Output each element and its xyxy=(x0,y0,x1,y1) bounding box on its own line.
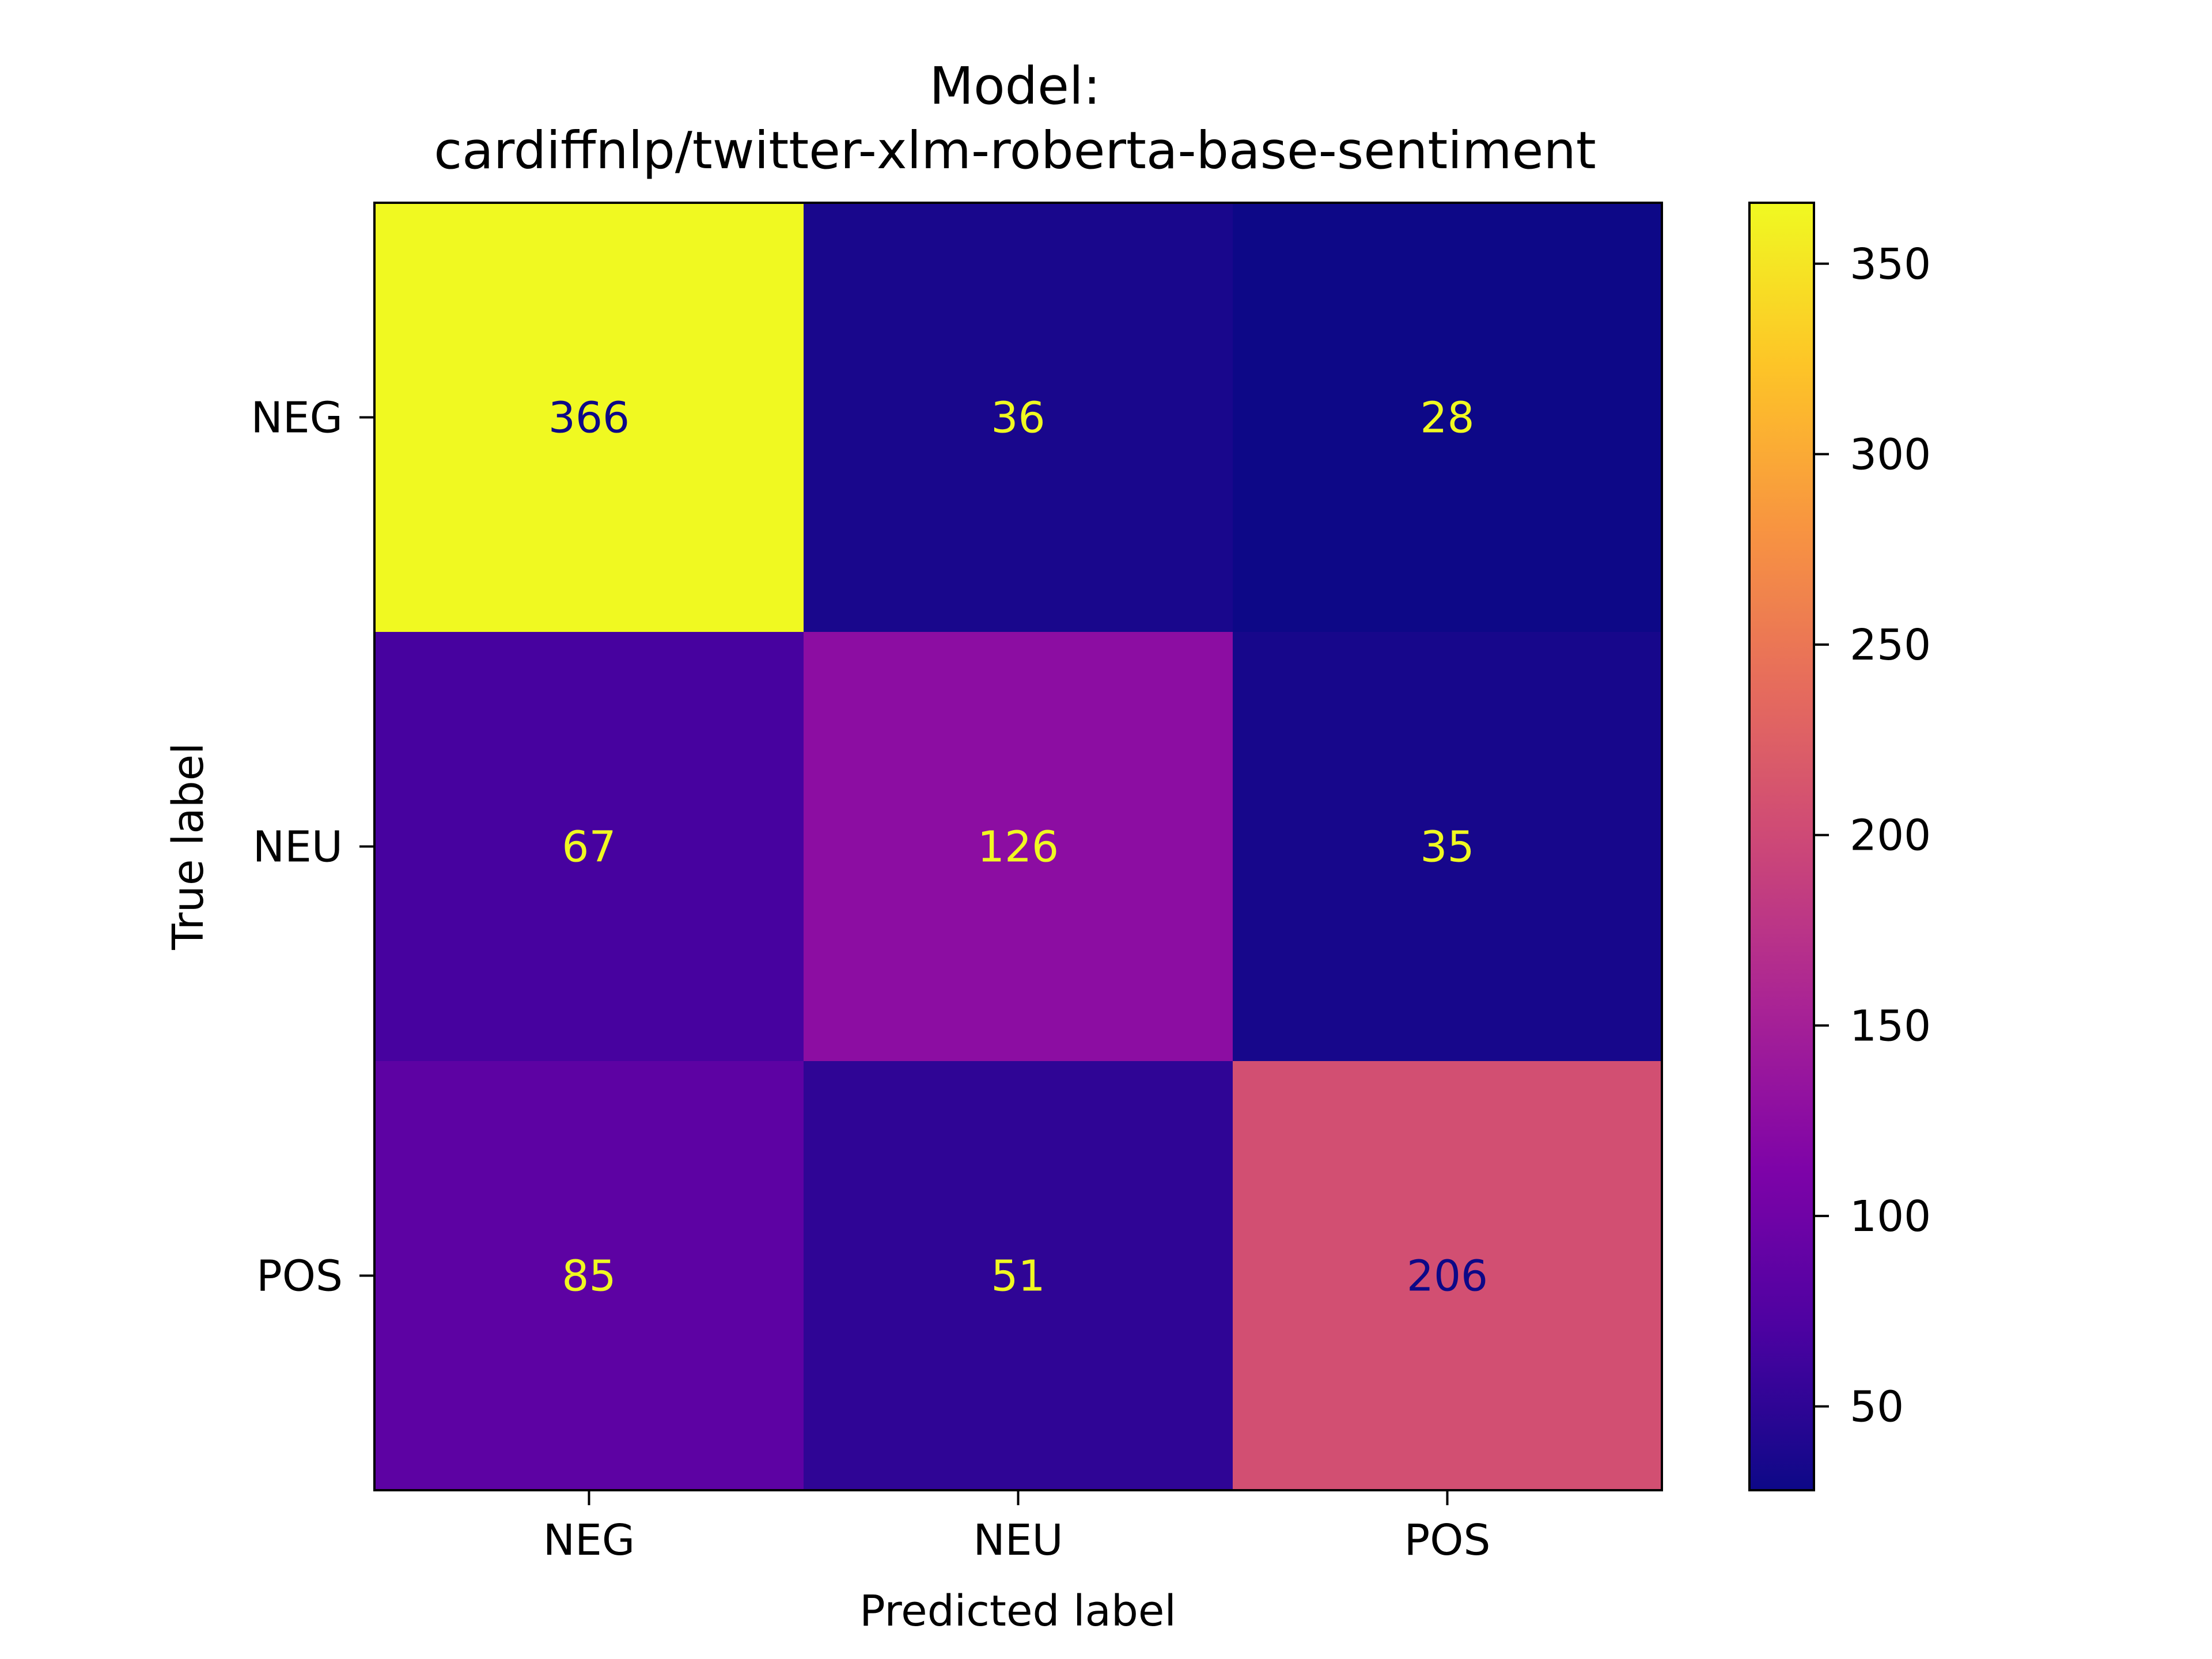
y-axis-ticks: NEG NEU POS xyxy=(251,393,374,1301)
heatmap-cell-labels: 366 36 28 67 126 35 85 51 206 xyxy=(548,393,1488,1301)
colorbar-ticks: 50 100 150 200 250 300 350 xyxy=(1814,240,1931,1432)
heatmap-cell xyxy=(374,1061,804,1491)
colorbar xyxy=(1749,203,1814,1490)
y-tick-label: NEG xyxy=(251,393,343,443)
x-tick-label: POS xyxy=(1404,1516,1491,1565)
colorbar-tick-label: 50 xyxy=(1850,1382,1904,1432)
heatmap-cell xyxy=(804,1061,1233,1491)
chart-title-line-1: Model: xyxy=(929,56,1100,116)
heatmap-cell xyxy=(1233,203,1662,632)
colorbar-tick-label: 200 xyxy=(1850,811,1931,861)
heatmap-cell xyxy=(1233,1061,1662,1491)
cell-value-label: 35 xyxy=(1420,823,1474,872)
x-axis-label: Predicted label xyxy=(859,1586,1176,1636)
x-axis-ticks: NEG NEU POS xyxy=(543,1490,1491,1565)
cell-value-label: 85 xyxy=(562,1252,616,1301)
cell-value-label: 36 xyxy=(991,393,1045,443)
cell-value-label: 28 xyxy=(1420,393,1474,443)
colorbar-tick-label: 150 xyxy=(1850,1001,1931,1051)
x-tick-label: NEU xyxy=(973,1516,1063,1565)
chart-title-line-2: cardiffnlp/twitter-xlm-roberta-base-sent… xyxy=(434,120,1596,180)
y-axis-label: True label xyxy=(164,743,213,950)
heatmap-cell xyxy=(804,203,1233,632)
heatmap-cell xyxy=(374,632,804,1062)
y-tick-label: POS xyxy=(256,1252,343,1301)
x-tick-label: NEG xyxy=(543,1516,635,1565)
y-tick-label: NEU xyxy=(253,823,343,872)
cell-value-label: 67 xyxy=(562,823,616,872)
cell-value-label: 126 xyxy=(978,823,1059,872)
heatmap-cell xyxy=(1233,632,1662,1062)
cell-value-label: 51 xyxy=(991,1252,1045,1301)
colorbar-tick-label: 300 xyxy=(1850,430,1931,479)
cell-value-label: 366 xyxy=(548,393,630,443)
colorbar-frame xyxy=(1748,202,1815,1491)
colorbar-tick-label: 100 xyxy=(1850,1192,1931,1241)
heatmap-cell xyxy=(374,203,804,632)
colorbar-tick-label: 250 xyxy=(1850,620,1931,670)
cell-value-label: 206 xyxy=(1407,1252,1488,1301)
heatmap-cells xyxy=(374,203,1662,1491)
colorbar-tick-label: 350 xyxy=(1850,240,1931,289)
heatmap-cell xyxy=(804,632,1233,1062)
